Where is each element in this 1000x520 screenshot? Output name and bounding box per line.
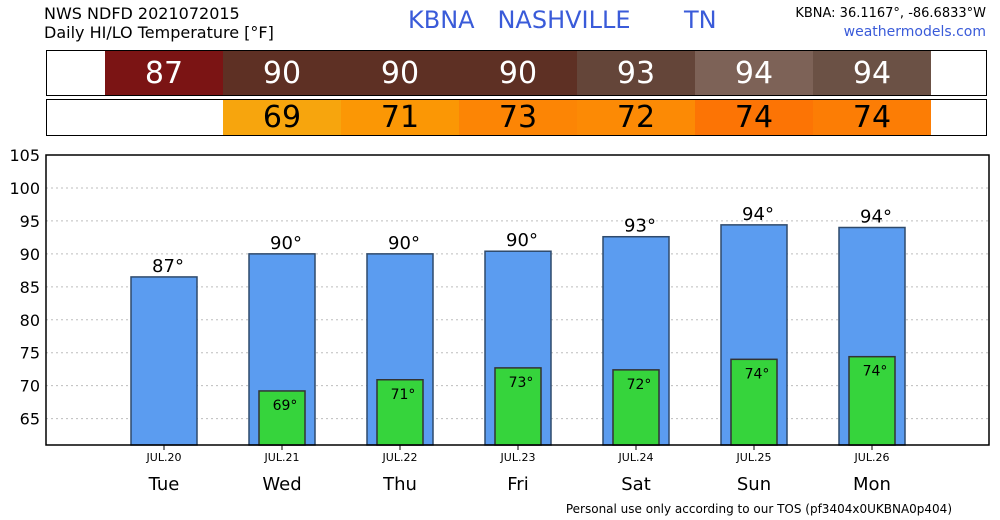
x-day-label: Tue: [148, 474, 180, 495]
station-state: TN: [683, 6, 717, 34]
high-bar-label: 90°: [388, 233, 420, 254]
y-tick-label: 105: [9, 146, 40, 165]
site-link[interactable]: weathermodels.com: [843, 24, 986, 40]
x-date-label: JUL.25: [736, 451, 772, 464]
station-city: NASHVILLE: [497, 6, 631, 34]
low-bar: [730, 358, 778, 446]
temperature-chart: 65 70 75 80 85 90 95 100 105 87° JUL.20 Tue 90° 69° JU…: [9, 146, 990, 495]
y-tick-label: 100: [9, 179, 40, 198]
chart-header-right: KBNA: 36.1167°, -86.6833°W weathermodels…: [795, 4, 986, 42]
x-day-label: Mon: [853, 474, 891, 495]
chart-header-left: NWS NDFD 2021072015 Daily HI/LO Temperat…: [44, 4, 274, 42]
y-tick-label: 85: [20, 278, 40, 297]
low-bar-label: 74°: [863, 364, 888, 380]
y-tick-label: 65: [20, 410, 40, 429]
y-tick-label: 95: [20, 212, 40, 231]
strip-cell: 94: [695, 51, 813, 95]
high-bar-label: 90°: [506, 230, 538, 251]
high-bar: [130, 276, 198, 446]
strip-cell: 94: [813, 51, 931, 95]
plot-frame: [45, 154, 990, 446]
y-tick-label: 70: [20, 377, 40, 396]
x-day-label: Thu: [382, 474, 417, 495]
high-bar-label: 87°: [152, 256, 184, 277]
station-coords: KBNA: 36.1167°, -86.6833°W: [795, 6, 986, 21]
station-title: KBNA NASHVILLE TN: [408, 6, 717, 34]
x-date-label: JUL.26: [854, 451, 890, 464]
strip-cell: 72: [577, 100, 695, 135]
strip-cell: 74: [695, 100, 813, 135]
x-day-label: Wed: [262, 474, 301, 495]
low-bar-label: 69°: [273, 398, 298, 414]
strip-cell: 71: [341, 100, 459, 135]
x-date-label: JUL.22: [382, 451, 418, 464]
strip-cell: 90: [459, 51, 577, 95]
x-date-label: JUL.23: [500, 451, 536, 464]
x-day-label: Fri: [507, 474, 528, 495]
product-label: Daily HI/LO Temperature [°F]: [44, 23, 274, 42]
high-bar-label: 90°: [270, 233, 302, 254]
low-bar-label: 74°: [745, 366, 770, 382]
y-tick-label: 80: [20, 311, 40, 330]
low-bar: [258, 390, 306, 446]
strip-cell: 87: [105, 51, 223, 95]
strip-cell: 73: [459, 100, 577, 135]
strip-cell: 90: [341, 51, 459, 95]
low-bar: [376, 379, 424, 446]
low-temp-strip: 69 71 73 72 74 74: [46, 99, 987, 136]
y-tick-label: 90: [20, 245, 40, 264]
footer-note: Personal use only according to our TOS (…: [565, 502, 952, 516]
low-bar-label: 73°: [509, 375, 534, 391]
low-bar-label: 71°: [391, 387, 416, 403]
strip-cell: 74: [813, 100, 931, 135]
high-temp-strip: 87 90 90 90 93 94 94: [46, 50, 987, 96]
high-bar-label: 93°: [624, 216, 656, 237]
low-bar-label: 72°: [627, 377, 652, 393]
strip-cell: 69: [223, 100, 341, 135]
high-bar-label: 94°: [860, 207, 892, 228]
x-date-label: JUL.20: [146, 451, 182, 464]
station-id: KBNA: [408, 6, 475, 34]
x-day-label: Sat: [621, 474, 651, 495]
y-tick-label: 75: [20, 344, 40, 363]
strip-cell: 93: [577, 51, 695, 95]
x-date-label: JUL.21: [264, 451, 300, 464]
high-bar-label: 94°: [742, 204, 774, 225]
strip-cell: 90: [223, 51, 341, 95]
x-date-label: JUL.24: [618, 451, 654, 464]
model-run-label: NWS NDFD 2021072015: [44, 4, 240, 23]
low-bar: [848, 355, 896, 446]
x-day-label: Sun: [737, 474, 771, 495]
